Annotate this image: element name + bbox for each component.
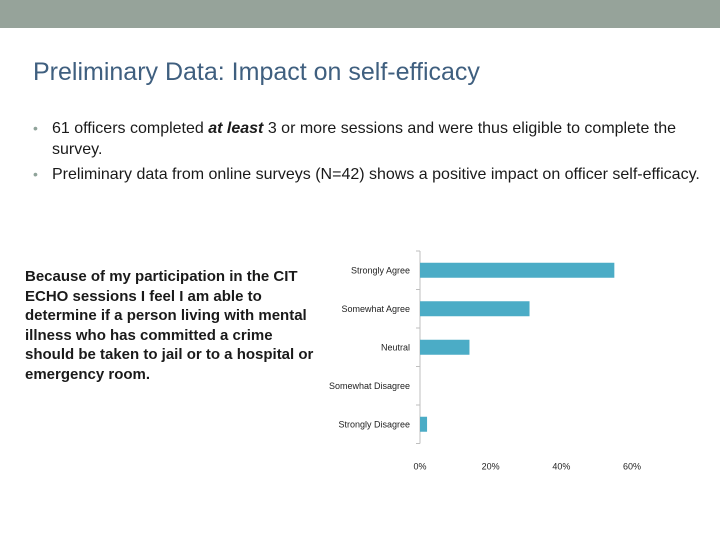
- category-label: Neutral: [381, 342, 410, 352]
- bullet-item-1: • 61 officers completed at least 3 or mo…: [30, 118, 700, 160]
- bar-chart: Strongly Agree Somewhat Agree Neutral Somew…: [329, 250, 641, 472]
- bullet-dot-icon: •: [33, 166, 38, 182]
- slide-title: Preliminary Data: Impact on self-efficac…: [33, 58, 480, 86]
- category-label: Somewhat Disagree: [329, 381, 410, 391]
- bullet-text: 61 officers completed: [52, 120, 209, 137]
- x-tick-label: 20%: [482, 462, 500, 472]
- x-tick-label: 0%: [413, 462, 426, 472]
- bar-somewhat-agree: [420, 301, 530, 317]
- top-band: [0, 0, 720, 28]
- x-tick-label: 40%: [552, 462, 570, 472]
- category-label: Strongly Agree: [351, 265, 410, 275]
- bullet-list: • 61 officers completed at least 3 or mo…: [30, 118, 700, 189]
- bar-strongly-agree: [420, 262, 615, 278]
- bullet-text: Preliminary data from online surveys (N=…: [52, 166, 700, 183]
- category-label: Strongly Disagree: [338, 419, 410, 429]
- bar-strongly-disagree: [420, 416, 428, 432]
- bullet-text-end: 3 or more sessions and were thus eligibl…: [52, 120, 677, 158]
- x-tick-label: 60%: [623, 462, 641, 472]
- survey-question: Because of my participation in the CIT E…: [25, 268, 314, 383]
- bullet-emphasis: at least: [208, 120, 264, 137]
- bullet-item-2: • Preliminary data from online surveys (…: [30, 164, 700, 185]
- bullet-dot-icon: •: [33, 120, 38, 136]
- bar-neutral: [420, 339, 470, 355]
- category-label: Somewhat Agree: [341, 304, 410, 314]
